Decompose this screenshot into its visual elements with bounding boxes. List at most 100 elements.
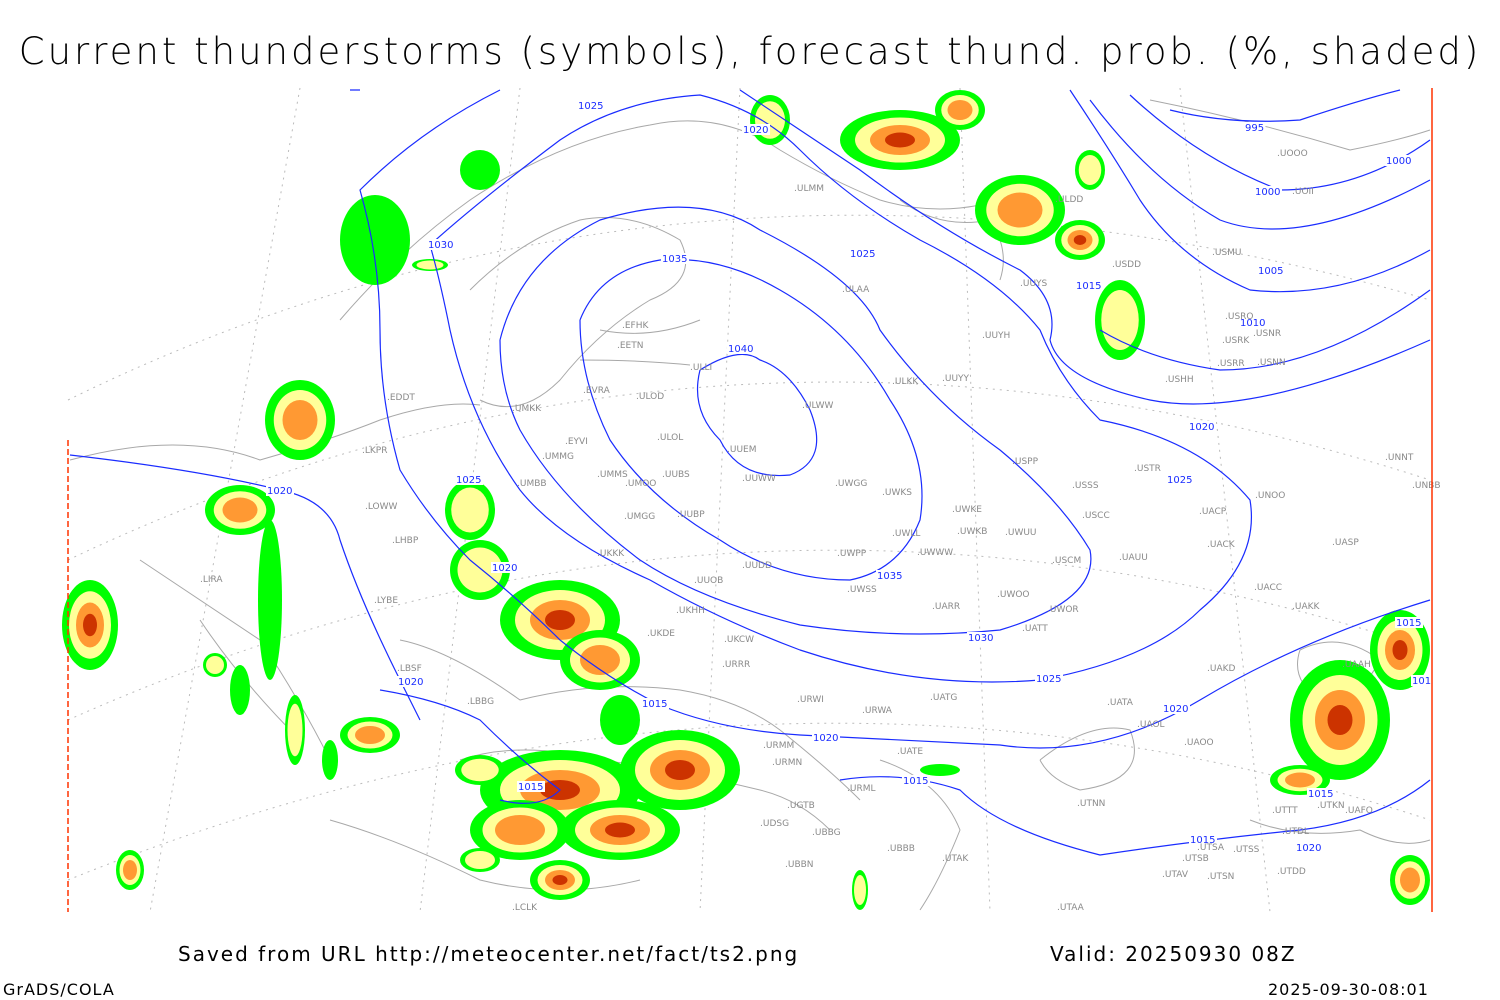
isobar-label: 1030 xyxy=(428,240,453,251)
probability-area xyxy=(600,695,640,745)
isobar-label: 1025 xyxy=(1167,475,1192,486)
station-label: .LBBG xyxy=(467,697,494,707)
station-label: .UDSG xyxy=(760,819,789,829)
station-label: .USTR xyxy=(1134,464,1161,474)
probability-area xyxy=(920,764,960,776)
station-label: .USRK xyxy=(1222,336,1250,346)
isobar-label: 1015 xyxy=(903,776,928,787)
station-label: .UTSN xyxy=(1207,872,1234,882)
station-label: .ULMM xyxy=(794,184,824,194)
probability-area xyxy=(1400,867,1420,893)
probability-area xyxy=(322,740,338,780)
isobar-label: 1025 xyxy=(850,249,875,260)
station-label: .USHH xyxy=(1165,375,1194,385)
station-label: .UOII xyxy=(1292,187,1314,197)
station-label: .UTAK xyxy=(942,854,969,864)
station-label: .LOWW xyxy=(365,502,398,512)
station-label: .USCC xyxy=(1082,511,1110,521)
station-label: .UATG xyxy=(930,693,957,703)
probability-area xyxy=(1078,155,1102,185)
station-label: .UACP xyxy=(1199,507,1227,517)
station-label: .UAUU xyxy=(1119,553,1148,563)
isobars xyxy=(69,89,1431,856)
probability-area xyxy=(885,132,915,148)
station-label: .UTAA xyxy=(1057,903,1085,913)
station-label: .UWLL xyxy=(892,529,920,539)
isobar-label: 995 xyxy=(1245,123,1264,134)
station-label: .UBBG xyxy=(812,828,841,838)
station-label: .UAFO xyxy=(1345,806,1373,816)
station-label: .UAKK xyxy=(1292,602,1321,612)
station-label: .USSS xyxy=(1072,481,1099,491)
station-label: .LHBP xyxy=(392,536,419,546)
station-label: .USRO xyxy=(1225,312,1254,322)
station-label: .UWKS xyxy=(882,488,912,498)
probability-area xyxy=(495,815,545,845)
isobar-label: 1020 xyxy=(1163,704,1188,715)
station-label: .UUBS xyxy=(662,470,690,480)
station-label: .UWSS xyxy=(847,585,877,595)
station-label: .EFHK xyxy=(622,321,649,331)
station-label: .UMOO xyxy=(625,479,656,489)
probability-area xyxy=(465,851,495,869)
station-label: .UNNT xyxy=(1385,453,1414,463)
station-label: .UBBN xyxy=(785,860,814,870)
isobar-label: 1020 xyxy=(813,733,838,744)
station-label: .UACK xyxy=(1207,540,1236,550)
station-label: .UTNN xyxy=(1077,799,1105,809)
probability-area xyxy=(230,665,250,715)
isobar-label: 1015 xyxy=(1076,281,1101,292)
isobar-label: 1010 xyxy=(1240,318,1265,329)
isobar-label: 1035 xyxy=(662,254,687,265)
station-label: .UASP xyxy=(1332,538,1359,548)
station-label: .UNOO xyxy=(1255,491,1285,501)
isobar-label: 1020 xyxy=(1296,843,1321,854)
station-label: .UTKN xyxy=(1317,801,1345,811)
generation-timestamp: 2025-09-30-08:01 xyxy=(1268,980,1429,999)
station-label: .USCM xyxy=(1052,556,1081,566)
station-label: .UTSA xyxy=(1197,843,1225,853)
station-label: .USMU xyxy=(1212,248,1242,258)
probability-area xyxy=(1392,640,1408,660)
isobar-label: 101 xyxy=(1412,676,1431,687)
station-label: .UAOL xyxy=(1137,720,1165,730)
station-label: .EYVI xyxy=(565,437,588,447)
station-label: .USDD xyxy=(1112,260,1141,270)
station-label: .UATE xyxy=(897,747,923,757)
isobar-label: 1025 xyxy=(578,101,603,112)
probability-area xyxy=(605,822,635,838)
probability-area xyxy=(665,760,695,780)
isobar-label: 1015 xyxy=(1190,835,1215,846)
probability-area xyxy=(997,192,1043,228)
station-label: .ULOD xyxy=(636,392,664,402)
station-label: .UAOO xyxy=(1184,738,1214,748)
station-label: .UBBB xyxy=(887,844,915,854)
station-label: .UKDE xyxy=(647,629,675,639)
probability-area xyxy=(580,645,620,675)
station-label: .UUBP xyxy=(677,510,705,520)
probability-area xyxy=(460,150,500,190)
station-label: .UUYH xyxy=(982,331,1010,341)
station-label: .LYBE xyxy=(374,596,398,606)
software-credit: GrADS/COLA xyxy=(3,980,115,999)
isobar-labels: 1025 1020 1030 1035 1040 1025 995 1000 1000 1005 1… xyxy=(266,100,1433,854)
probability-area xyxy=(222,497,258,523)
probability-area xyxy=(451,487,489,533)
station-label: .UTTT xyxy=(1272,806,1298,816)
station-label: .URMM xyxy=(763,741,794,751)
isobar-label: 1025 xyxy=(456,475,481,486)
isobar-label: 1005 xyxy=(1258,266,1283,277)
station-label: .ULLI xyxy=(690,363,712,373)
probability-area xyxy=(258,520,282,680)
saved-from-url: Saved from URL http://meteocenter.net/fa… xyxy=(178,942,800,966)
station-label: .UATT xyxy=(1022,624,1048,634)
station-label: .UWGG xyxy=(835,479,867,489)
station-label: .UATA xyxy=(1107,698,1134,708)
station-label: .UWWW xyxy=(917,548,953,558)
probability-area xyxy=(416,260,444,270)
station-label: .UKCW xyxy=(724,635,754,645)
probability-area xyxy=(461,758,499,782)
station-label: .UNBB xyxy=(1412,481,1441,491)
station-label: .UMBB xyxy=(517,479,547,489)
